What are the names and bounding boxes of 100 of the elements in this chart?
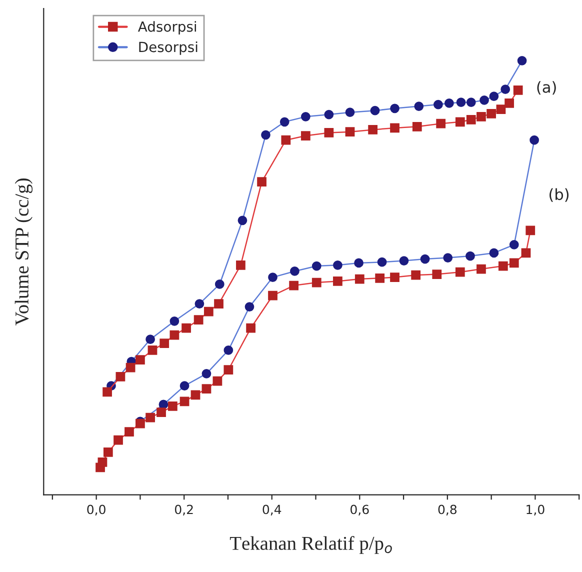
point [432, 270, 442, 279]
point [414, 102, 424, 111]
point [116, 372, 126, 382]
x-axis-title: Tekanan Relatif p/p$_{o}$ [230, 536, 392, 554]
point [333, 276, 342, 286]
point [300, 131, 310, 140]
point [289, 280, 298, 290]
point [236, 260, 246, 270]
point [180, 381, 190, 391]
point [214, 299, 224, 308]
point [521, 248, 531, 258]
point [354, 258, 364, 268]
point [214, 280, 224, 289]
point [496, 104, 506, 114]
point [509, 240, 519, 250]
point [368, 125, 378, 134]
point [312, 261, 322, 271]
point [375, 273, 385, 283]
x-tick-label: 1,0 [526, 504, 544, 516]
point [204, 306, 214, 316]
point [238, 216, 248, 226]
point [324, 110, 334, 120]
point [345, 127, 355, 137]
point [180, 396, 190, 406]
point [480, 95, 489, 105]
point [168, 402, 178, 411]
legend-label: Adsorpsi [138, 21, 196, 35]
point [411, 270, 421, 280]
annotation: (a) [537, 81, 556, 95]
x-tick-label: 0,8 [438, 504, 457, 516]
point [436, 118, 446, 128]
point [126, 362, 136, 372]
point [486, 108, 496, 118]
point [146, 412, 155, 422]
point [333, 260, 342, 270]
point [498, 261, 508, 271]
point [103, 448, 113, 457]
point [170, 330, 180, 340]
point [160, 338, 170, 348]
point [290, 266, 300, 276]
point [170, 316, 180, 326]
point [390, 272, 400, 282]
point [156, 408, 166, 417]
x-tick-label: 0,2 [174, 504, 193, 516]
point [268, 290, 278, 300]
point [98, 458, 108, 467]
point [455, 117, 465, 127]
point [345, 108, 355, 118]
point [281, 135, 291, 145]
x-tick-label: 0,0 [87, 504, 106, 516]
point [190, 390, 200, 400]
point [224, 346, 234, 355]
point [224, 365, 234, 374]
point [412, 122, 422, 132]
point [261, 130, 270, 140]
point [443, 253, 453, 262]
point [312, 278, 322, 288]
point [268, 272, 278, 282]
point [212, 376, 222, 386]
point [466, 98, 476, 108]
point [466, 115, 476, 124]
legend-label: Desorpsi [139, 41, 198, 55]
point [504, 98, 514, 108]
point [370, 106, 380, 116]
x-tick-label: 0,6 [350, 504, 369, 516]
point [324, 128, 334, 138]
point [148, 346, 158, 355]
point [280, 117, 290, 127]
point [500, 84, 510, 94]
point [420, 254, 430, 264]
point [399, 256, 409, 266]
point [146, 334, 155, 344]
point [509, 258, 519, 268]
y-axis-title: Volume STP (cc/g) [14, 178, 33, 326]
point [455, 267, 465, 277]
point [513, 86, 523, 95]
point [202, 368, 212, 378]
annotation: (b) [550, 188, 569, 202]
x-tick-label: 0,4 [262, 504, 282, 516]
point [194, 315, 204, 325]
point [102, 387, 112, 397]
point [114, 435, 123, 445]
point [182, 323, 191, 333]
point [354, 274, 364, 284]
point [530, 135, 540, 145]
point [124, 427, 134, 437]
point [517, 56, 527, 66]
point [456, 98, 466, 108]
point [489, 248, 499, 258]
point [244, 302, 254, 312]
point [390, 104, 400, 114]
point [257, 177, 266, 186]
point [136, 355, 145, 364]
point [194, 299, 204, 308]
point [390, 123, 400, 133]
point [434, 100, 443, 110]
point [246, 323, 256, 333]
point [300, 112, 310, 122]
point [466, 251, 475, 261]
point [526, 226, 536, 236]
